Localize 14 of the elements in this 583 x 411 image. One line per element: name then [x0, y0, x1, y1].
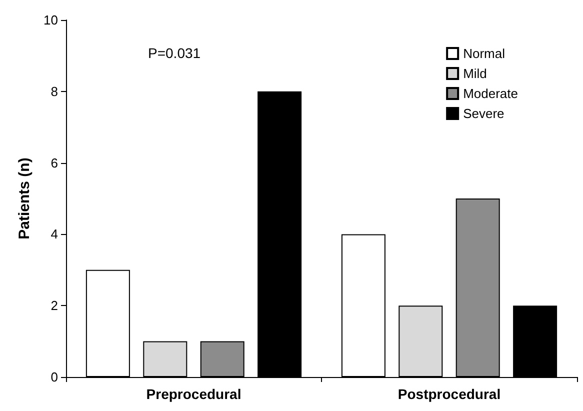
legend-label: Moderate — [463, 86, 518, 101]
legend-label: Mild — [463, 66, 487, 81]
legend-label: Normal — [463, 46, 506, 61]
y-tick-label: 8 — [50, 84, 58, 99]
y-axis-title: Patients (n) — [16, 158, 33, 240]
y-tick-label: 4 — [50, 226, 58, 242]
y-tick-label: 0 — [50, 370, 58, 384]
y-tick-label: 6 — [50, 155, 58, 170]
x-tick-label: Preprocedural — [146, 386, 242, 402]
annotation: P=0.031 — [148, 45, 201, 61]
y-tick-label: 2 — [50, 298, 58, 314]
legend-label: Severe — [463, 106, 504, 121]
y-tick-label: 10 — [44, 12, 58, 28]
x-tick-label: Postprocedural — [398, 386, 501, 402]
